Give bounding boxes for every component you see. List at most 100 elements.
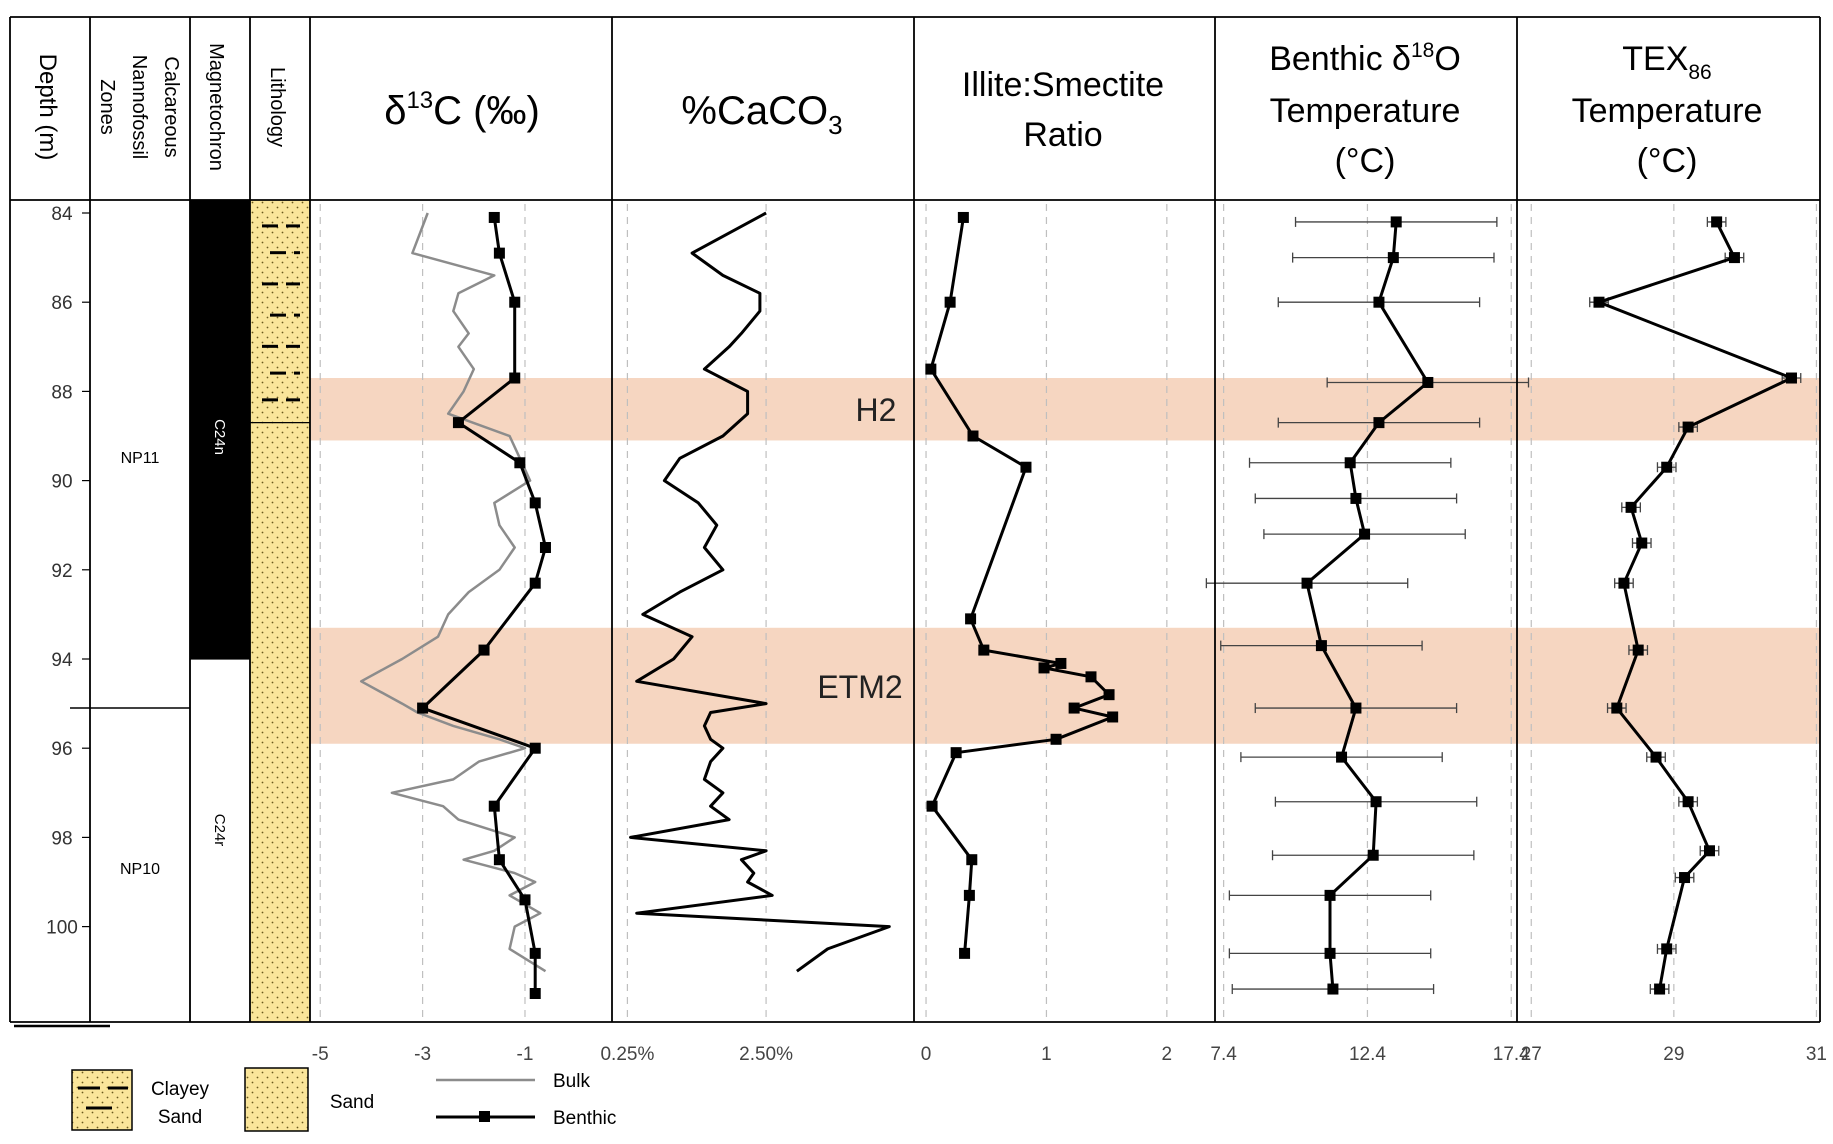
legend-clayey-label-2: Sand bbox=[158, 1107, 202, 1128]
illite-point bbox=[1050, 733, 1062, 745]
illite-point bbox=[1055, 657, 1067, 669]
d13c-benthic-point bbox=[514, 457, 526, 469]
event-band-h2 bbox=[310, 378, 1820, 441]
data-panels bbox=[359, 211, 1802, 999]
depth-label: Depth (m) bbox=[34, 54, 61, 161]
illite-point bbox=[1103, 689, 1115, 701]
illite-title-line2: Ratio bbox=[1023, 116, 1102, 154]
zone-label-np11: NP11 bbox=[121, 450, 160, 467]
benthic-temp-point bbox=[1324, 947, 1336, 959]
benthic-temp-point bbox=[1344, 457, 1356, 469]
legend-sand-label: Sand bbox=[330, 1092, 374, 1113]
x-tick-label: 12.4 bbox=[1349, 1044, 1386, 1065]
legend-bulk-label: Bulk bbox=[553, 1071, 590, 1092]
tex86-point bbox=[1703, 845, 1715, 857]
tex86-title-line2: Temperature bbox=[1572, 92, 1763, 130]
illite-point bbox=[925, 363, 937, 375]
x-tick-label: -3 bbox=[414, 1044, 431, 1065]
illite-title-line1: Illite:Smectite bbox=[962, 66, 1164, 104]
illite-point bbox=[967, 430, 979, 442]
benthic-temp-point bbox=[1324, 889, 1336, 901]
d13c-benthic-point bbox=[493, 247, 505, 259]
legend-sand-swatch bbox=[244, 1067, 309, 1132]
d13c-benthic-point bbox=[488, 211, 500, 223]
tex86-point bbox=[1682, 796, 1694, 808]
zone-label-np10: NP10 bbox=[120, 861, 160, 878]
header-row: Depth (m) Calcareous Nannofossil Zones M… bbox=[34, 39, 1762, 180]
d13c-benthic-point bbox=[529, 947, 541, 959]
illite-point bbox=[1068, 702, 1080, 714]
depth-tick-label: 96 bbox=[51, 739, 72, 760]
chron-block-c24r bbox=[189, 658, 251, 1023]
left-columns: NP11 NP10 C24n C24r bbox=[70, 199, 310, 1023]
x-tick-label: 7.4 bbox=[1210, 1044, 1237, 1065]
tex86-point bbox=[1785, 372, 1797, 384]
d13c-bulk-line bbox=[359, 212, 547, 973]
x-tick-label: 29 bbox=[1663, 1044, 1684, 1065]
illite-point bbox=[957, 211, 969, 223]
d13c-benthic-point bbox=[529, 497, 541, 509]
legend-clayey-label-1: Clayey bbox=[151, 1079, 210, 1100]
event-bands: H2 ETM2 bbox=[310, 378, 1820, 744]
benthic-temp-point bbox=[1350, 702, 1362, 714]
x-axes: -5 -3 -1 0.25% 2.50% 0 1 2 7.4 12.4 17.427 29 31 bbox=[312, 1044, 1827, 1065]
illite-point bbox=[1085, 671, 1097, 683]
gridlines bbox=[319, 204, 1818, 1022]
benthic-temp-point bbox=[1370, 796, 1382, 808]
tex86-point bbox=[1618, 577, 1630, 589]
caco3-title: %CaCO3 bbox=[681, 89, 842, 140]
x-tick-label: -5 bbox=[312, 1044, 329, 1065]
legend: Clayey Sand Sand Bulk Benthic bbox=[71, 1067, 616, 1132]
tex86-title-line3: (°C) bbox=[1637, 142, 1698, 180]
d13c-benthic-point bbox=[478, 644, 490, 656]
depth-tick-label: 84 bbox=[51, 204, 73, 225]
x-tick-label: 31 bbox=[1806, 1044, 1827, 1065]
illite-point bbox=[950, 747, 962, 759]
d13c-benthic-point bbox=[529, 577, 541, 589]
lithology-label: Lithology bbox=[266, 67, 288, 147]
d13c-title: δ13C (‰) bbox=[384, 87, 540, 133]
x-tick-label: -1 bbox=[517, 1044, 534, 1065]
illite-point bbox=[1107, 711, 1119, 723]
d13c-benthic-point bbox=[509, 372, 521, 384]
tex86-point bbox=[1654, 983, 1666, 995]
benthic-temp-point bbox=[1336, 751, 1348, 763]
benthic-temp-point bbox=[1422, 376, 1434, 388]
benthic-temp-point bbox=[1390, 216, 1402, 228]
d13c-benthic-point bbox=[539, 542, 551, 553]
benthic-temp-point bbox=[1315, 640, 1327, 652]
illite-point bbox=[963, 889, 975, 901]
tex86-point bbox=[1661, 943, 1673, 955]
d13c-benthic-point bbox=[488, 800, 500, 812]
tex86-point bbox=[1632, 644, 1644, 656]
chron-label-c24r: C24r bbox=[211, 814, 228, 847]
tex86-point bbox=[1593, 296, 1605, 308]
benthic-temp-point bbox=[1359, 528, 1371, 540]
caco3-line bbox=[629, 211, 891, 973]
depth-tick-label: 98 bbox=[51, 828, 72, 849]
frame-lines bbox=[9, 16, 1821, 1028]
legend-clayey-sand-swatch bbox=[71, 1069, 133, 1131]
depth-tick-label: 100 bbox=[46, 918, 78, 939]
tex86-title-line1: TEX86 bbox=[1622, 40, 1711, 84]
d13c-benthic-point bbox=[509, 296, 521, 308]
x-tick-label: 27 bbox=[1521, 1044, 1542, 1065]
tex86-point bbox=[1611, 702, 1623, 714]
benthic-temp-point bbox=[1350, 492, 1362, 504]
lithology-column bbox=[250, 200, 310, 1022]
d13c-benthic-point bbox=[493, 854, 505, 866]
d13c-benthic-point bbox=[452, 417, 464, 429]
chron-label-c24n: C24n bbox=[211, 419, 228, 455]
tex86-point bbox=[1682, 421, 1694, 433]
illite-point bbox=[966, 854, 978, 866]
depth-tick-label: 90 bbox=[51, 472, 72, 493]
legend-benthic-label: Benthic bbox=[553, 1108, 616, 1129]
chron-label: Magnetochron bbox=[205, 43, 227, 171]
illite-point bbox=[978, 644, 990, 656]
zones-label-line1: Calcareous bbox=[160, 56, 182, 157]
tex86-point bbox=[1679, 872, 1691, 884]
tex86-point bbox=[1728, 252, 1740, 264]
illite-point bbox=[965, 613, 977, 625]
zones-label-line3: Zones bbox=[96, 79, 118, 135]
